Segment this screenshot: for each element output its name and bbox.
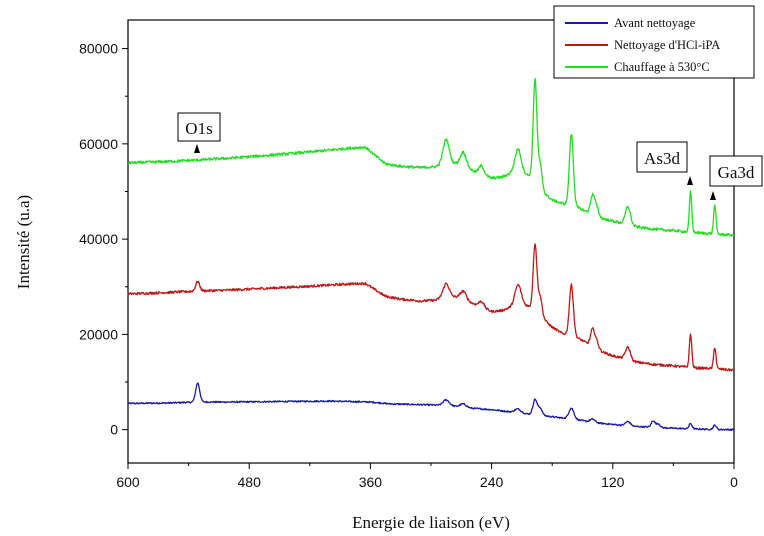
y-tick-label: 40000 (79, 231, 118, 247)
x-tick-label: 0 (730, 474, 738, 490)
x-axis-title: Energie de liaison (eV) (352, 513, 510, 532)
x-axis: 600 480 360 240 120 0 (116, 463, 738, 490)
x-tick-label: 600 (116, 474, 140, 490)
annotation-ga3d: Ga3d (709, 155, 763, 200)
legend-entry-nettoyage: Nettoyage d'HCl-iPA (614, 38, 720, 52)
y-tick-label: 0 (110, 422, 118, 438)
arrow-up-icon (194, 144, 200, 153)
x-tick-label: 360 (359, 474, 383, 490)
annotation-label: Ga3d (718, 163, 755, 182)
y-tick-label: 80000 (79, 41, 118, 57)
plot-area-frame (127, 19, 735, 464)
annotation-o1s: O1s (177, 112, 221, 153)
annotation-box (636, 141, 688, 173)
y-tick-label: 60000 (79, 136, 118, 152)
series-group (127, 77, 735, 431)
x-tick-label: 120 (601, 474, 625, 490)
legend-entry-avant: Avant nettoyage (614, 16, 696, 30)
arrow-up-icon (710, 191, 716, 200)
annotation-label: As3d (644, 149, 680, 168)
y-axis: 0 20000 40000 60000 80000 (79, 41, 128, 438)
legend: Avant nettoyage Nettoyage d'HCl-iPA Chau… (553, 5, 755, 79)
annotation-label: O1s (185, 119, 212, 138)
annotation-box (709, 155, 763, 187)
annotation-as3d: As3d (636, 141, 693, 185)
y-axis-title: Intensité (u.a) (14, 195, 33, 289)
annotation-box (177, 112, 221, 142)
arrow-up-icon (687, 176, 693, 185)
x-tick-label: 480 (238, 474, 262, 490)
y-tick-label: 20000 (79, 326, 118, 342)
x-tick-label: 240 (480, 474, 504, 490)
legend-entry-chauffage: Chauffage à 530°C (614, 60, 710, 74)
series-line-1 (127, 382, 735, 431)
series-line-3 (127, 77, 735, 237)
series-line-2 (127, 243, 735, 372)
